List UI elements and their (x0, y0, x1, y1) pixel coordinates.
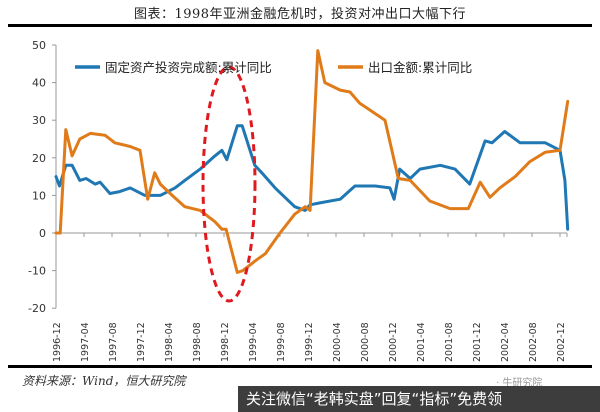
y-tick-label: 10 (32, 189, 46, 202)
x-tick-label: 2002-04 (500, 322, 511, 362)
x-tick-label: 1999-04 (248, 322, 259, 362)
y-axis: 50 40 30 20 10 0 -10 -20 (28, 39, 57, 315)
series-line-fai (54, 124, 570, 231)
x-tick-label: 2001-12 (472, 322, 483, 362)
series-line-export (54, 49, 570, 274)
chart-legend: 固定资产投资完成额:累计同比 出口金额:累计同比 (75, 60, 472, 75)
bottom-rule-divider (8, 365, 592, 368)
x-tick-label: 2002-12 (556, 322, 567, 362)
x-tick-label: 1998-12 (220, 322, 231, 362)
x-tick-label: 2000-04 (332, 322, 343, 362)
source-note: 资料来源：Wind，恒大研究院 (22, 374, 186, 388)
y-tick-label: -10 (28, 265, 46, 278)
y-tick-label: 30 (32, 114, 46, 127)
x-tick-label: 1997-04 (80, 322, 91, 362)
x-tick-label: 1998-04 (164, 322, 175, 362)
top-rule-divider (8, 24, 592, 27)
y-tick-label: 0 (39, 227, 46, 240)
x-tick-label: 1997-12 (136, 322, 147, 362)
y-tick-label: 50 (32, 39, 46, 52)
y-tick-label: -20 (28, 302, 46, 315)
wechat-promo-banner: 关注微信“老韩实盘”回复“指标”免费领 (238, 386, 600, 412)
x-tick-label: 1998-08 (192, 322, 203, 362)
y-tick-label: 20 (32, 152, 46, 165)
chart-title: 图表：1998年亚洲金融危机时，投资对冲出口大幅下行 (133, 7, 467, 22)
plot-lines (54, 49, 570, 274)
x-tick-label: 2001-08 (444, 322, 455, 362)
legend-label-export: 出口金额:累计同比 (368, 60, 472, 75)
x-tick-label: 1999-08 (276, 322, 287, 362)
legend-label-fai: 固定资产投资完成额:累计同比 (105, 60, 272, 75)
y-tick-label: 40 (32, 77, 46, 90)
x-tick-label: 1997-08 (108, 322, 119, 362)
x-tick-label: 2000-08 (360, 322, 371, 362)
x-tick-label: 2001-04 (416, 322, 427, 362)
x-tick-label: 2000-12 (388, 322, 399, 362)
x-tick-label: 2002-08 (528, 322, 539, 362)
watermark-text: · 牛研究院 (496, 378, 543, 389)
x-axis: 1996-12 1997-04 1997-08 1997-12 1998-04 1998-… (52, 232, 568, 362)
x-tick-label: 1999-12 (304, 322, 315, 362)
highlight-ellipse (201, 65, 257, 303)
x-tick-label: 1996-12 (52, 322, 63, 362)
